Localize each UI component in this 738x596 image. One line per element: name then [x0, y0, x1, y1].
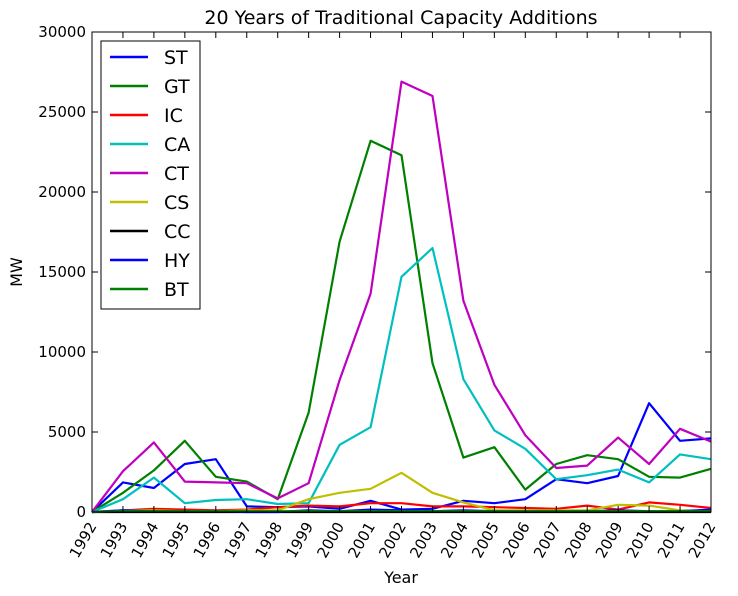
y-tick-label: 15000: [38, 263, 86, 281]
legend-label-hy: HY: [164, 250, 190, 272]
legend-label-st: ST: [164, 47, 188, 69]
series-line-ct: [91, 80, 712, 513]
series-line-gt: [91, 139, 712, 513]
y-tick-label: 0: [76, 503, 86, 521]
y-tick-label: 25000: [38, 103, 86, 121]
legend: ST GT IC CA CT CS CC HY BT: [100, 40, 201, 310]
legend-label-ic: IC: [164, 105, 183, 127]
y-tick-label: 20000: [38, 183, 86, 201]
y-axis-label: MW: [7, 257, 26, 287]
y-tick-label: 5000: [48, 423, 86, 441]
legend-label-cc: CC: [164, 221, 191, 243]
chart-title: 20 Years of Traditional Capacity Additio…: [204, 7, 597, 29]
series-line-ca: [91, 246, 712, 514]
legend-label-ct: CT: [164, 163, 189, 185]
ticks-layer: [91, 31, 712, 513]
legend-label-gt: GT: [164, 76, 190, 98]
legend-label-bt: BT: [164, 279, 189, 301]
y-tick-label: 30000: [38, 23, 86, 41]
y-tick-label: 10000: [38, 343, 86, 361]
legend-label-cs: CS: [164, 192, 189, 214]
series-line-ic: [91, 501, 712, 514]
x-axis-label: Year: [383, 568, 418, 587]
legend-label-ca: CA: [164, 134, 190, 156]
